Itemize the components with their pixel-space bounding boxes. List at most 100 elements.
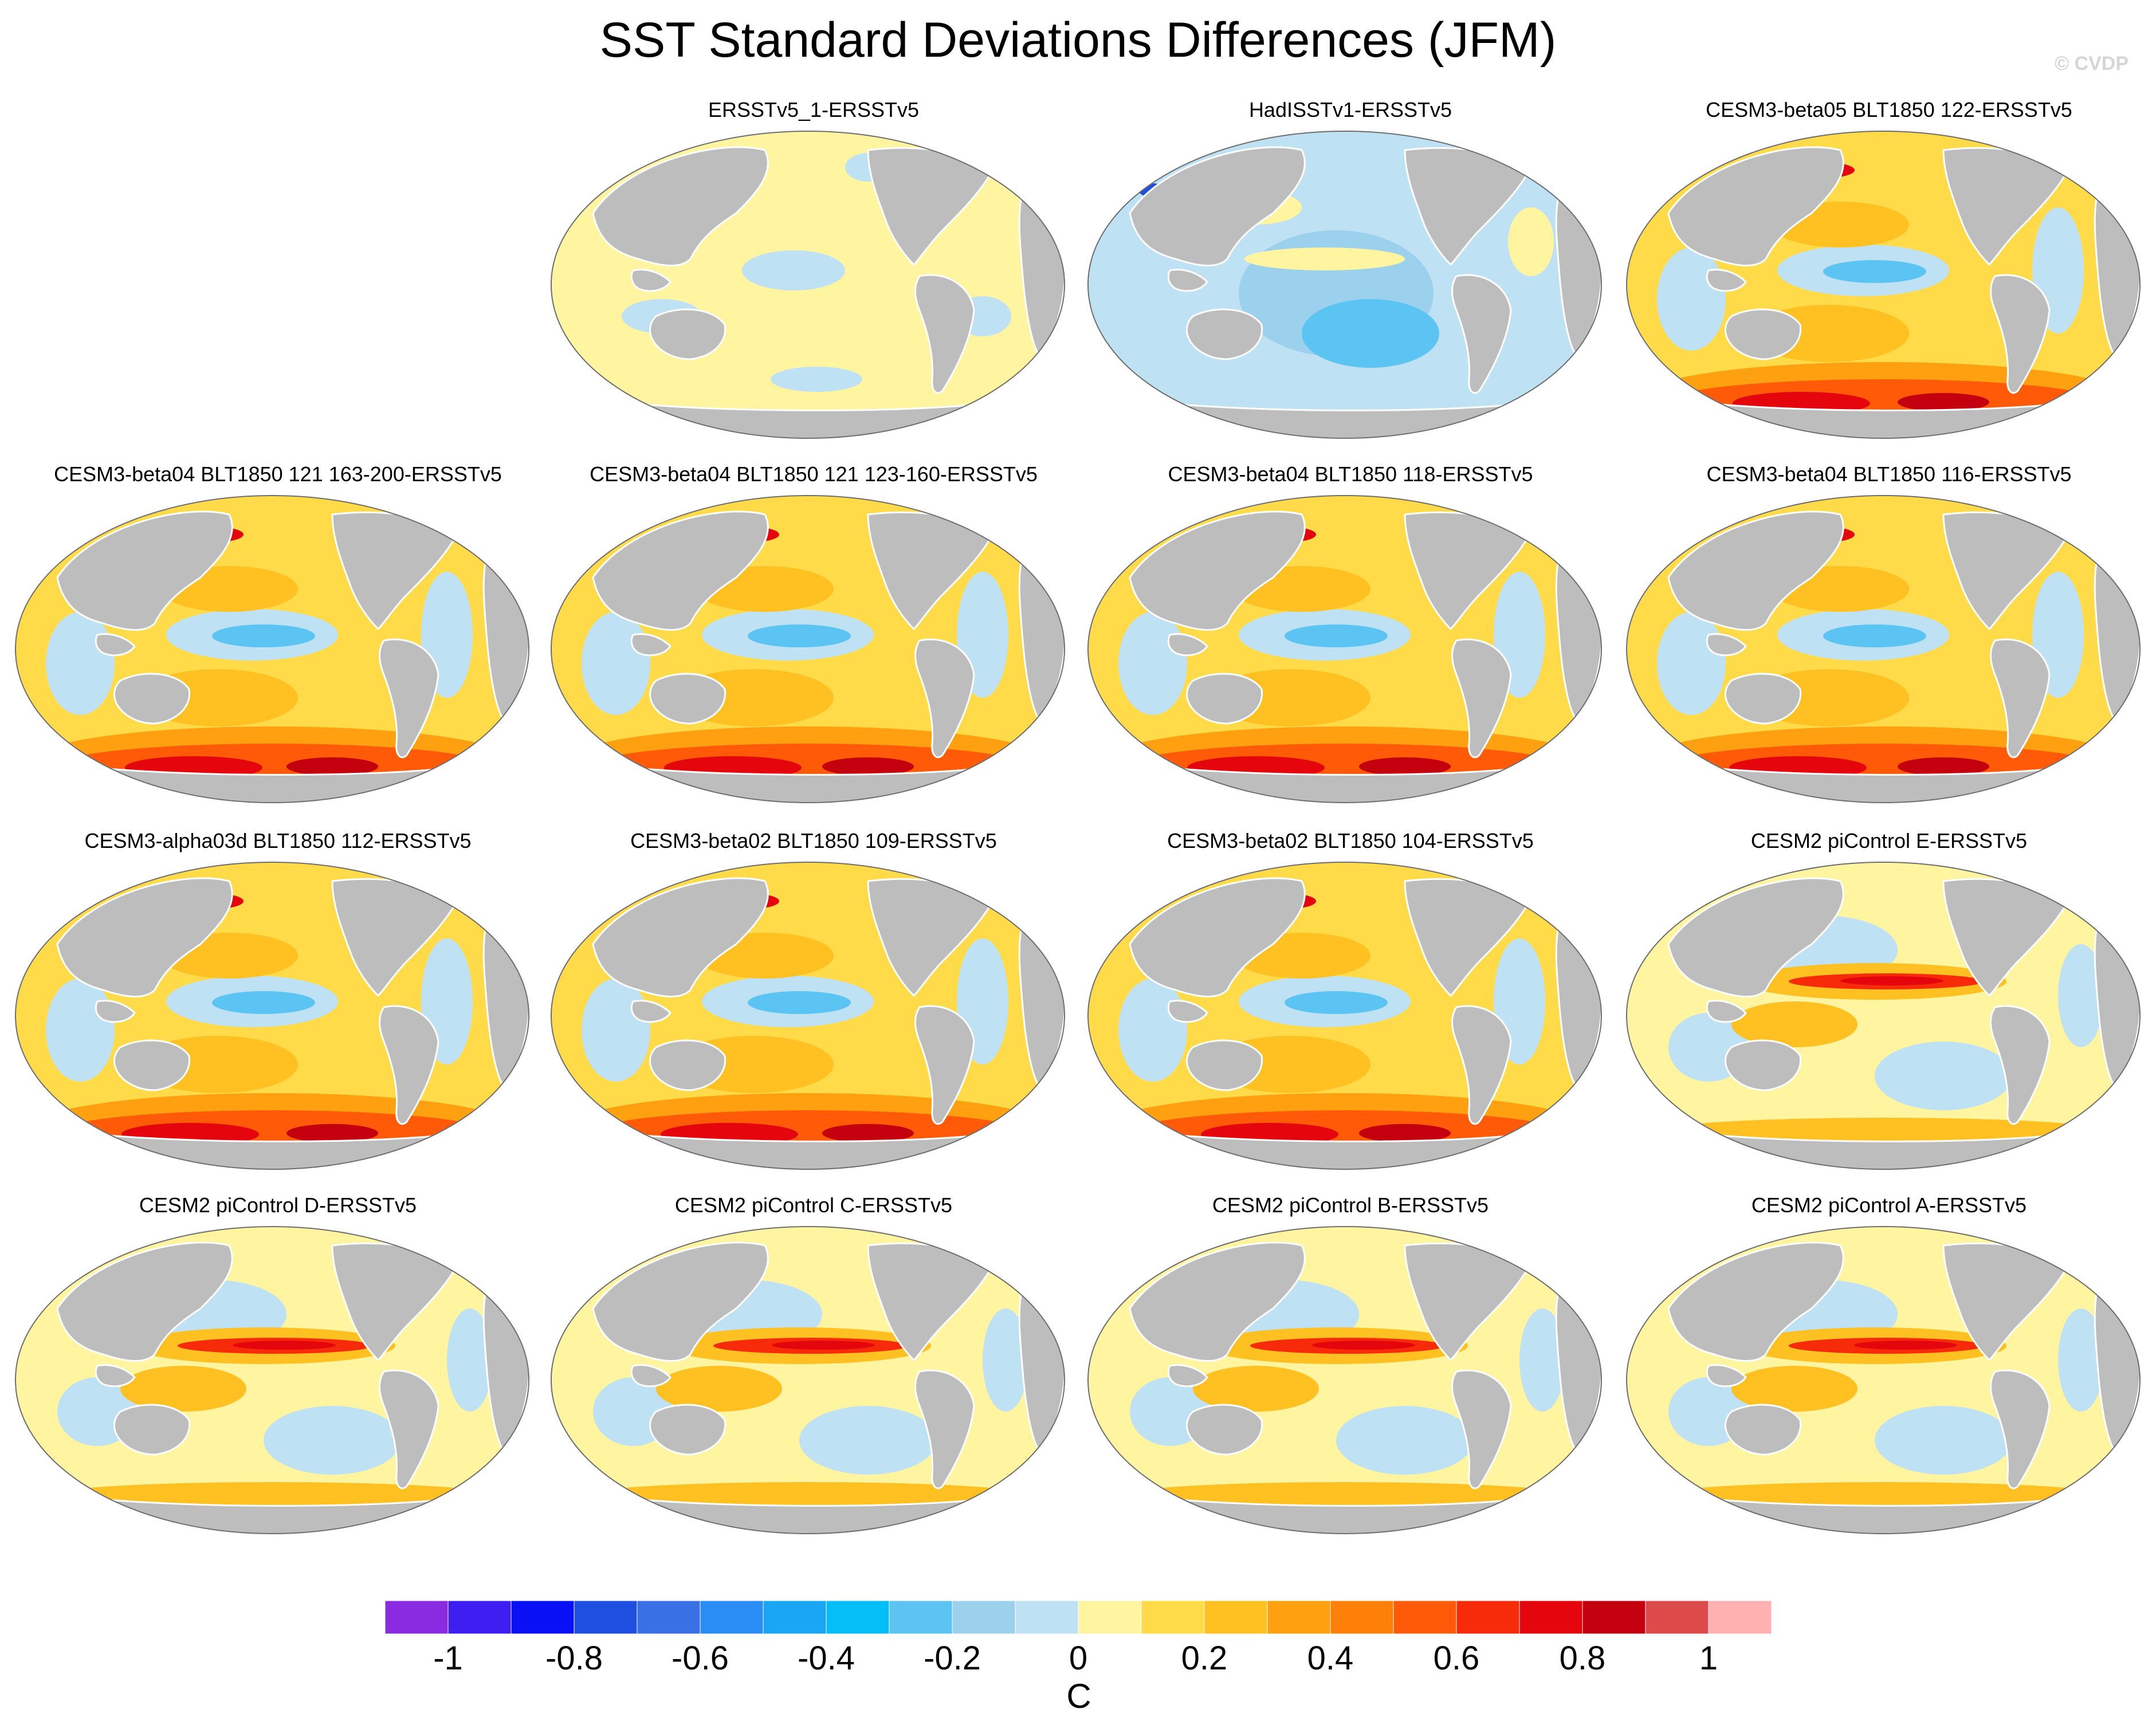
anomaly-negative [1875,1042,2012,1110]
map-border [551,862,1065,1170]
anomaly-negative [212,624,315,647]
australia-landmass [1725,308,1802,360]
panel-title: ERSSTv5_1-ERSSTv5 [708,98,920,121]
anomaly-negative [447,1309,493,1412]
maritime-continent-landmass [630,269,671,292]
anomaly-negative [1118,979,1187,1082]
colorbar-tick-label: -0.8 [545,1640,603,1677]
map-panel: CESM3-beta04 BLT1850 121 123-160-ERSSTv5 [547,462,1080,805]
colorbar-tick-label: 0.4 [1307,1640,1354,1677]
colorbar-swatch [447,1600,512,1634]
colorbar [385,1600,1772,1634]
panel-title: CESM2 piControl A-ERSSTv5 [1751,1193,2027,1217]
anomaly-negative [799,1406,937,1475]
south-america-landmass [1990,274,2051,394]
anomaly-positive [1898,393,1989,411]
anomaly-negative [264,1406,401,1475]
maritime-continent-landmass [95,1364,136,1388]
colorbar-swatch [1393,1600,1457,1634]
map-border [551,131,1065,439]
anomaly-negative [1717,1234,1757,1245]
anomaly-positive [286,757,378,776]
maritime-continent-landmass [1167,633,1208,657]
greenland-landmass [2021,496,2076,521]
colorbar-swatch [952,1600,1016,1634]
robinson-map [1087,131,1602,439]
anomaly-positive [54,1482,490,1507]
anomaly-negative [742,250,845,290]
maritime-continent-landmass [1167,1000,1208,1023]
robinson-map [15,495,529,803]
asia-landmass [1129,1241,1306,1362]
anomaly-negative [1717,870,1757,881]
colorbar-swatch [700,1600,764,1634]
colorbar-swatch [1330,1600,1394,1634]
robinson-map [15,862,529,1170]
anomaly-negative [642,1234,682,1245]
greenland-landmass [945,131,1001,156]
map-panel: ERSSTv5_1-ERSSTv5 [547,97,1080,441]
maritime-continent-landmass [1167,1364,1208,1388]
anomaly-positive [1508,207,1554,276]
panel-title: CESM3-beta04 BLT1850 118-ERSSTv5 [1168,462,1533,486]
anomaly-negative [106,1234,146,1245]
map-border [1087,131,1602,439]
robinson-map [1087,1226,1602,1534]
map-panel: HadISSTv1-ERSSTv5 [1084,97,1617,441]
colorbar-tick-label: 0.8 [1559,1640,1606,1677]
robinson-map [1626,862,2141,1170]
panel-title: CESM2 piControl E-ERSSTv5 [1750,829,2028,852]
map-field [15,496,529,803]
map-panel: CESM3-beta04 BLT1850 121 163-200-ERSSTv5 [11,462,544,805]
south-america-landmass [1990,638,2051,759]
south-america-landmass [379,1005,439,1125]
map-border [1626,1226,2141,1534]
map-field [551,1227,1065,1534]
colorbar-swatch [889,1600,953,1634]
maritime-continent-landmass [95,633,136,657]
map-field [1627,1227,2140,1534]
panel-title: CESM2 piControl B-ERSSTv5 [1212,1193,1489,1217]
anomaly-negative [1302,299,1439,368]
greenland-landmass [945,496,1001,521]
anomaly-negative [1285,624,1388,647]
anomaly-negative [2058,1309,2104,1412]
anomaly-negative [1181,503,1227,514]
robinson-map [551,862,1065,1170]
asia-landmass [1667,1241,1844,1362]
south-america-landmass [1451,638,1512,759]
map-border [15,495,529,803]
south-america-landmass [1990,1005,2051,1125]
australia-landmass [113,673,191,725]
anomaly-positive [1244,247,1405,270]
colorbar-swatch [1204,1600,1268,1634]
anomaly-negative [212,991,315,1014]
greenland-landmass [1482,496,1538,521]
anomaly-negative [109,503,155,514]
anomaly-negative [748,991,851,1014]
anomaly-positive [1840,976,1943,985]
anomaly-negative [983,1309,1028,1412]
robinson-map [1626,131,2141,439]
colorbar-tick-label: 0 [1069,1640,1088,1677]
australia-landmass [1186,1039,1263,1091]
colorbar-swatch [1141,1600,1205,1634]
colorbar-tick-label: 0.6 [1433,1640,1480,1677]
map-border [551,495,1065,803]
map-field [1088,496,1601,803]
anomaly-negative [771,367,862,392]
panel-title: CESM3-beta04 BLT1850 121 163-200-ERSSTv5 [54,462,502,486]
south-america-landmass [1990,1369,2051,1490]
panel-title: CESM3-beta04 BLT1850 121 123-160-ERSSTv5 [590,462,1038,486]
greenland-landmass [1482,862,1538,887]
anomaly-negative [1179,1234,1219,1245]
map-panel: CESM2 piControl E-ERSSTv5 [1623,828,2155,1172]
panel-title: CESM3-beta05 BLT1850 122-ERSSTv5 [1706,98,2072,121]
anomaly-negative [1285,991,1388,1014]
south-america-landmass [1451,274,1512,394]
maritime-continent-landmass [630,633,671,657]
asia-landmass [1129,877,1306,997]
anomaly-positive [1193,1366,1319,1412]
anomaly-positive [1898,757,1989,776]
anomaly-positive [1854,1341,1957,1350]
